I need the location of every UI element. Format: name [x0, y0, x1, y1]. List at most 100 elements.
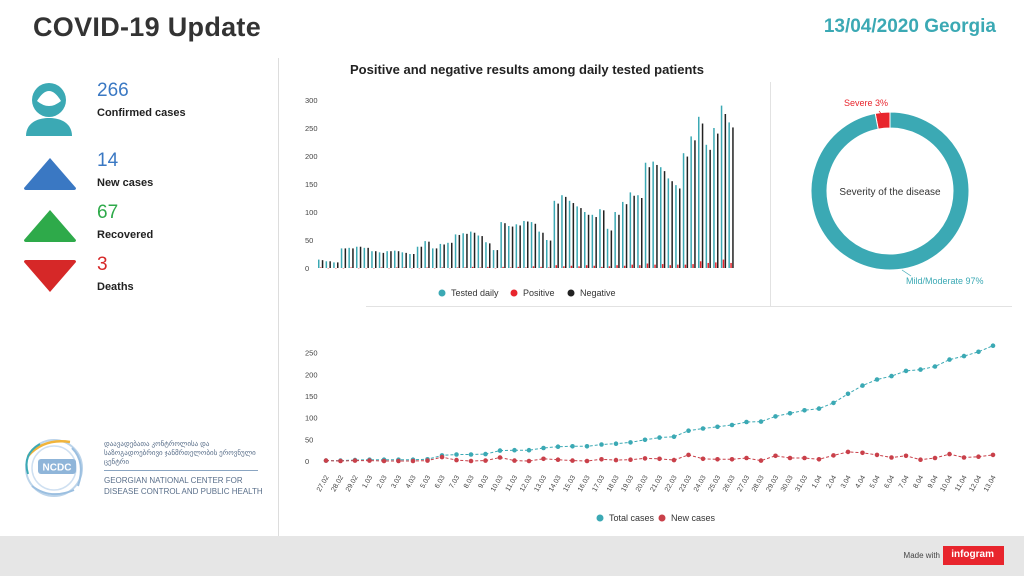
point-new-cases	[468, 458, 474, 464]
bar-positive	[479, 267, 481, 268]
x-tick-label: 9.04	[927, 474, 940, 489]
arrow-up-icon	[24, 210, 76, 242]
point-new-cases	[932, 455, 938, 461]
y-tick-label: 100	[305, 414, 318, 423]
bar-positive	[631, 264, 633, 268]
y-tick-label: 50	[305, 236, 313, 245]
bar-negative	[390, 251, 392, 268]
point-new-cases	[367, 458, 372, 463]
bar-tested	[561, 195, 563, 268]
point-new-cases	[323, 458, 329, 463]
bar-tested	[720, 105, 723, 268]
x-tick-label: 8.04	[912, 474, 925, 489]
bar-positive	[487, 266, 489, 268]
bar-negative	[420, 246, 423, 268]
bar-positive	[563, 266, 565, 268]
point-total-cases	[947, 357, 952, 362]
bar-negative	[694, 140, 696, 268]
bar-tested	[523, 220, 525, 268]
stat-value: 67	[97, 202, 119, 223]
x-tick-label: 18.03	[606, 474, 621, 493]
stat-value: 3	[97, 254, 108, 275]
x-tick-label: 12.04	[968, 474, 983, 493]
y-tick-label: 250	[305, 124, 318, 133]
legend-marker	[567, 289, 575, 297]
x-tick-label: 3.03	[390, 474, 403, 489]
bar-tested	[378, 252, 381, 268]
bar-tested	[340, 248, 343, 268]
legend-marker	[596, 514, 604, 522]
bar-positive	[380, 267, 383, 268]
bar-negative	[435, 248, 438, 268]
point-total-cases	[642, 437, 648, 443]
bar-positive	[426, 267, 428, 268]
x-tick-label: 27.02	[316, 474, 331, 493]
point-new-cases	[947, 451, 952, 457]
x-tick-label: 28.02	[330, 474, 345, 493]
point-total-cases	[729, 422, 735, 428]
legend-label: New cases	[671, 513, 716, 523]
bar-tested	[492, 250, 495, 268]
bar-positive	[464, 267, 466, 268]
bar-tested	[599, 209, 601, 268]
point-new-cases	[512, 458, 517, 463]
x-tick-label: 13.03	[533, 474, 548, 493]
point-total-cases	[599, 442, 604, 447]
point-new-cases	[381, 458, 387, 464]
point-total-cases	[671, 434, 677, 439]
bar-negative	[481, 236, 483, 268]
bar-negative	[458, 234, 461, 268]
bar-tested	[325, 261, 328, 268]
stat-label: Recovered	[97, 229, 154, 241]
bar-tested	[698, 116, 700, 268]
bar-negative	[679, 188, 681, 268]
x-tick-label: 26.03	[722, 474, 737, 493]
bar-positive	[403, 267, 405, 268]
bar-tested	[584, 212, 586, 268]
bar-positive	[319, 267, 322, 268]
bar-negative	[572, 203, 575, 268]
legend-marker	[438, 289, 446, 297]
ncdc-divider	[104, 470, 258, 471]
x-tick-label: 7.03	[448, 474, 461, 489]
point-new-cases	[483, 458, 488, 463]
bar-tested	[371, 251, 373, 268]
ncdc-logo: NCDC	[25, 439, 83, 497]
bar-tested	[477, 235, 480, 268]
point-total-cases	[584, 444, 590, 449]
point-total-cases	[845, 391, 851, 397]
infogram-badge[interactable]: infogram	[943, 546, 1004, 565]
x-tick-label: 29.02	[345, 474, 360, 493]
daily-tests-bar-chart: 0 50 100 150 200 250 300 Tested daily Positive…	[305, 96, 734, 298]
bar-positive	[692, 264, 694, 268]
bar-negative	[610, 230, 613, 268]
point-new-cases	[439, 454, 445, 460]
bar-tested	[591, 214, 594, 268]
legend-marker	[658, 514, 666, 522]
point-new-cases	[758, 458, 764, 463]
bar-negative	[701, 123, 704, 268]
y-tick-label: 150	[305, 180, 318, 189]
bar-tested	[644, 162, 647, 268]
y-tick-label: 0	[305, 264, 309, 273]
bar-negative	[534, 223, 537, 268]
point-total-cases	[860, 383, 865, 388]
point-new-cases	[541, 456, 546, 462]
bar-tested	[682, 153, 685, 268]
x-tick-label: 11.04	[954, 474, 969, 492]
bar-negative	[359, 246, 362, 268]
bar-tested	[713, 128, 715, 268]
made-with-text: Made with	[903, 551, 940, 560]
bar-negative	[443, 244, 445, 268]
bar-negative	[724, 114, 727, 268]
bar-tested	[629, 192, 632, 268]
ncdc-english-name: GEORGIAN NATIONAL CENTER FOR DISEASE CON…	[104, 476, 263, 496]
bar-negative	[732, 127, 734, 268]
point-new-cases	[700, 456, 706, 462]
x-tick-label: 3.04	[840, 474, 853, 489]
bar-tested	[409, 254, 411, 268]
footer: Made with infogram	[0, 536, 1024, 576]
point-new-cases	[889, 455, 894, 460]
y-tick-label: 250	[305, 349, 318, 358]
x-tick-label: 14.03	[548, 474, 563, 493]
